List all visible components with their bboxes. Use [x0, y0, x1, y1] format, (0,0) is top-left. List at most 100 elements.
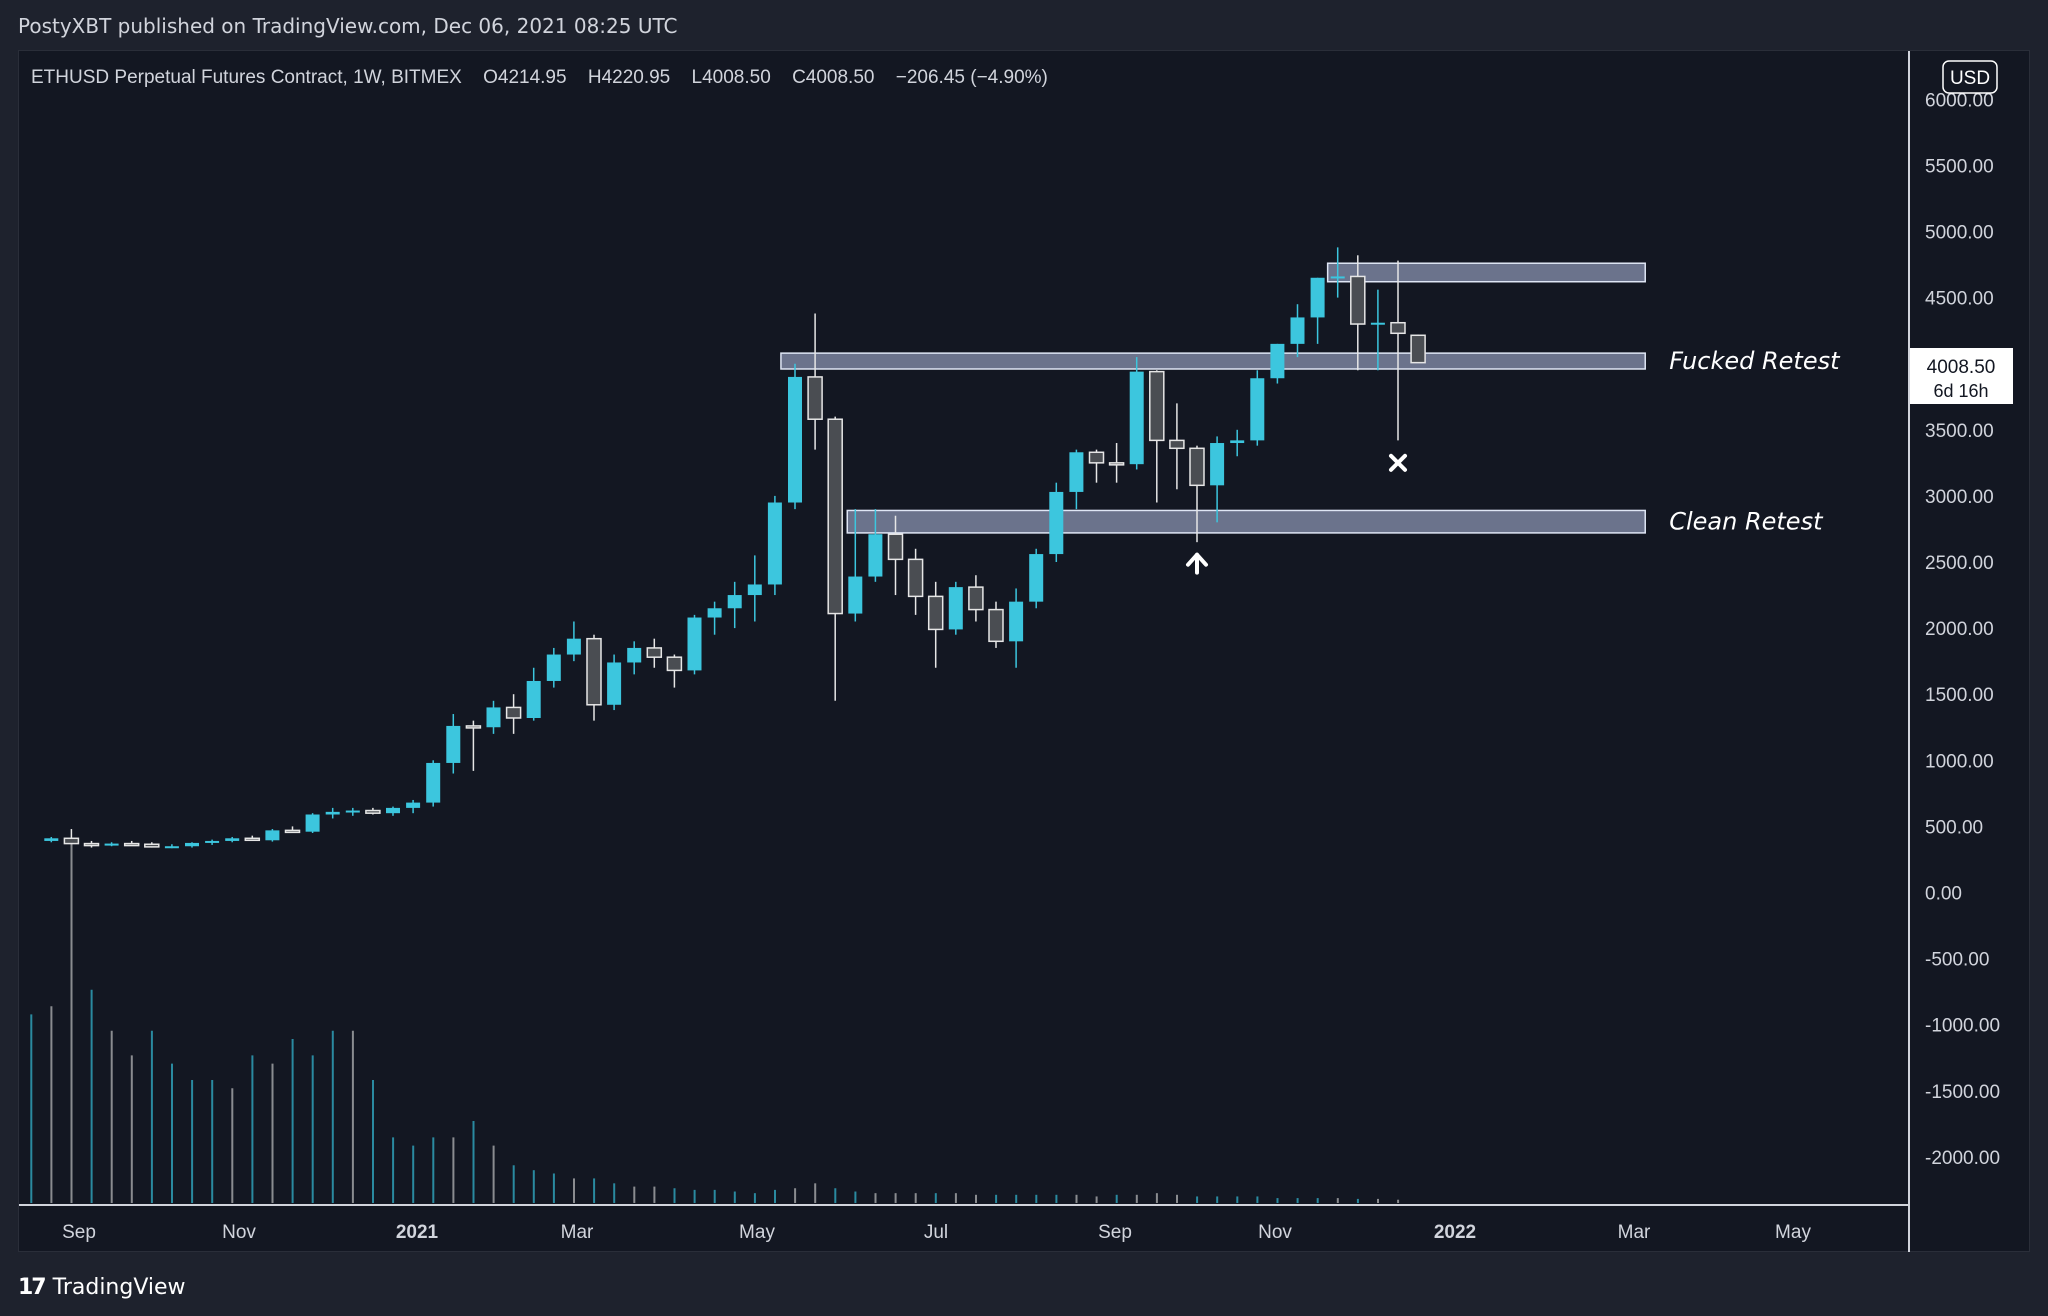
candle-body	[63, 837, 80, 845]
candle-body	[244, 837, 261, 842]
candle-body	[1330, 276, 1345, 279]
brand-name: TradingView	[52, 1274, 186, 1300]
candle-body	[83, 842, 100, 847]
y-tick-label: 5500.00	[1925, 156, 1994, 177]
symbol-legend: ETHUSD Perpetual Futures Contract, 1W, B…	[31, 67, 1048, 88]
candle-body	[225, 838, 240, 841]
candle-body	[1088, 451, 1105, 464]
x-tick-label: 2021	[396, 1222, 439, 1243]
candle-body	[386, 807, 400, 814]
candle-body	[185, 842, 199, 847]
candlestick-chart[interactable]: Fucked Retest Clean Retest 6000.00 5500.00…	[19, 51, 2031, 1253]
candle-body	[1230, 440, 1245, 444]
candle-body	[1108, 462, 1125, 466]
y-tick-label: 5000.00	[1925, 223, 1994, 244]
candle-body	[205, 840, 220, 843]
y-tick-label: 1500.00	[1925, 685, 1994, 706]
zone-rect	[1326, 262, 1646, 283]
candle-body	[566, 638, 581, 655]
y-tick-label: 4500.00	[1925, 289, 1994, 310]
candle-body	[807, 376, 823, 420]
candle-body	[104, 843, 119, 846]
candle-body	[1029, 554, 1044, 602]
published-info: PostyXBT published on TradingView.com, D…	[18, 14, 678, 38]
candle-body	[1129, 371, 1144, 465]
candle-body	[144, 843, 160, 848]
candle-body	[465, 725, 482, 729]
legend-change: −206.45 (−4.90%)	[896, 67, 1048, 88]
candle-body	[1049, 491, 1064, 555]
tradingview-logo[interactable]: 17 TradingView	[18, 1272, 186, 1302]
candle-body	[486, 707, 501, 728]
candle-body	[887, 533, 904, 561]
candle-body	[747, 584, 762, 596]
x-tick-label: Mar	[1618, 1222, 1651, 1243]
y-tick-label: 2500.00	[1925, 553, 1994, 574]
volume-layer	[30, 842, 1400, 1203]
current-price-label: 4008.50 6d 16h	[1910, 348, 2013, 404]
y-tick-label: -1000.00	[1925, 1016, 2000, 1037]
candle-body	[44, 838, 59, 841]
x-tick-label: Sep	[62, 1222, 96, 1243]
candle-body	[707, 608, 722, 618]
candle-body	[1210, 443, 1225, 486]
x-tick-label: Sep	[1098, 1222, 1132, 1243]
candle-body	[265, 830, 280, 841]
chart-panel[interactable]: Fucked Retest Clean Retest 6000.00 5500.00…	[18, 50, 2031, 1253]
candle-body	[968, 586, 984, 611]
x-tick-label: Jul	[924, 1222, 948, 1243]
y-tick-label: -2000.00	[1925, 1148, 2000, 1169]
x-axis: Sep Nov 2021 Mar May Jul Sep Nov 2022 Mar May	[62, 1222, 1811, 1243]
candle-body	[325, 811, 340, 815]
candle-body	[586, 637, 602, 706]
candle-body	[345, 810, 360, 813]
candle-body	[848, 576, 863, 614]
legend-symbol: ETHUSD Perpetual Futures Contract, 1W, B…	[31, 67, 462, 88]
candle-body	[1290, 317, 1305, 344]
candle-body	[1250, 378, 1265, 441]
y-tick-label: -500.00	[1925, 950, 1989, 971]
candle-body	[365, 809, 381, 814]
candle-body	[1149, 370, 1165, 442]
candle-body	[1370, 322, 1385, 325]
x-tick-label: 2022	[1434, 1222, 1476, 1243]
candle-body	[526, 680, 541, 718]
candle-body	[1189, 447, 1205, 487]
x-tick-label: May	[1775, 1222, 1811, 1243]
candle-body	[607, 662, 622, 705]
candle-body	[767, 502, 782, 585]
candle-body	[1350, 275, 1366, 325]
candle-body	[868, 534, 883, 577]
tradingview-logo-icon: 17	[18, 1274, 47, 1300]
candle-body	[164, 846, 179, 849]
y-tick-label: 1000.00	[1925, 751, 1994, 772]
y-tick-label: 500.00	[1925, 817, 1983, 838]
candle-body	[284, 829, 301, 834]
candle-body	[827, 418, 843, 615]
y-tick-label: -1500.00	[1925, 1082, 2000, 1103]
y-tick-label: 3000.00	[1925, 487, 1994, 508]
candle-body	[505, 706, 522, 719]
y-axis: 6000.00 5500.00 5000.00 4500.00 3500.00 3000.…	[1925, 90, 2000, 1169]
zone-layer: Fucked Retest Clean Retest	[780, 262, 1841, 536]
candle-body	[1169, 439, 1185, 450]
candle-body	[1310, 277, 1325, 318]
footer: 17 TradingView	[0, 1252, 2048, 1316]
candle-body	[426, 762, 441, 803]
candle-body	[907, 558, 924, 598]
candle-body	[1410, 334, 1426, 364]
candle-body	[927, 595, 944, 631]
legend-high: H4220.95	[588, 67, 670, 88]
y-tick-label: 0.00	[1925, 884, 1962, 905]
currency-badge[interactable]: USD	[1950, 68, 1990, 89]
price-label-box	[1910, 348, 2013, 404]
currency-badge-box	[1942, 60, 1998, 94]
candle-body	[1390, 321, 1406, 335]
x-tick-label: May	[739, 1222, 775, 1243]
price-label-value: 4008.50	[1927, 357, 1996, 378]
y-tick-label: 3500.00	[1925, 421, 1994, 442]
candle-body	[687, 617, 702, 671]
zone-rect	[780, 352, 1646, 370]
price-label-countdown: 6d 16h	[1933, 381, 1988, 401]
candle-body	[646, 647, 663, 658]
